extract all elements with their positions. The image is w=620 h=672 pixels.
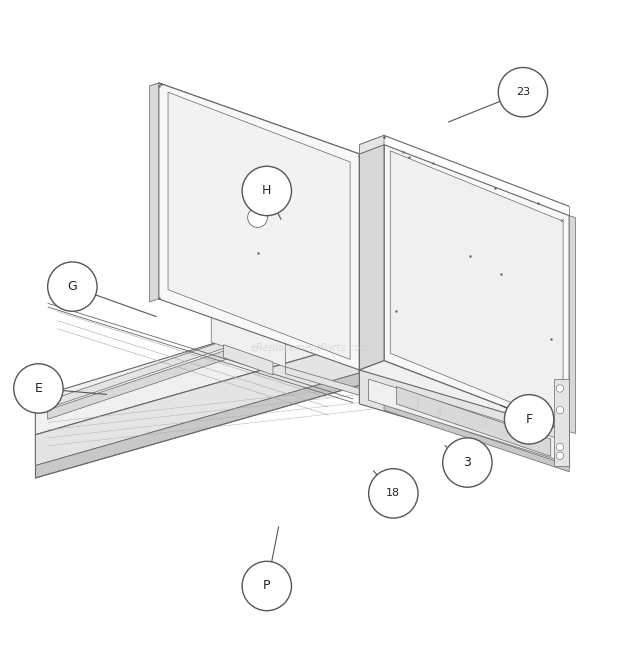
Polygon shape xyxy=(159,83,360,370)
Polygon shape xyxy=(360,370,569,466)
Circle shape xyxy=(242,561,291,611)
Polygon shape xyxy=(35,299,569,435)
Circle shape xyxy=(556,452,564,460)
Polygon shape xyxy=(360,361,569,441)
Circle shape xyxy=(247,208,267,227)
Polygon shape xyxy=(360,135,384,154)
Text: 3: 3 xyxy=(464,456,471,469)
Polygon shape xyxy=(569,216,575,433)
Text: eReplacementParts.com: eReplacementParts.com xyxy=(250,343,370,353)
Text: 23: 23 xyxy=(516,87,530,97)
Polygon shape xyxy=(360,342,569,454)
Circle shape xyxy=(48,262,97,311)
Polygon shape xyxy=(384,144,569,431)
Text: H: H xyxy=(262,184,272,198)
Polygon shape xyxy=(224,345,273,375)
Circle shape xyxy=(505,394,554,444)
Circle shape xyxy=(14,364,63,413)
Text: 18: 18 xyxy=(386,489,401,499)
Polygon shape xyxy=(360,144,384,370)
Text: G: G xyxy=(68,280,78,293)
Polygon shape xyxy=(149,83,159,302)
Polygon shape xyxy=(369,379,560,461)
Polygon shape xyxy=(390,151,563,423)
Circle shape xyxy=(556,407,564,414)
Circle shape xyxy=(556,444,564,451)
Text: F: F xyxy=(526,413,533,426)
Circle shape xyxy=(556,385,564,392)
Polygon shape xyxy=(211,311,285,367)
Polygon shape xyxy=(35,342,360,466)
Polygon shape xyxy=(396,386,551,456)
Polygon shape xyxy=(384,404,569,472)
Polygon shape xyxy=(168,92,350,360)
Polygon shape xyxy=(48,310,347,419)
Polygon shape xyxy=(48,299,347,408)
Polygon shape xyxy=(554,379,569,466)
Text: E: E xyxy=(35,382,42,395)
Text: P: P xyxy=(263,579,270,593)
Circle shape xyxy=(369,468,418,518)
Polygon shape xyxy=(211,311,360,362)
Circle shape xyxy=(242,166,291,216)
Circle shape xyxy=(498,67,547,117)
Polygon shape xyxy=(35,373,360,478)
Polygon shape xyxy=(285,367,360,395)
Polygon shape xyxy=(360,373,569,466)
Circle shape xyxy=(443,438,492,487)
